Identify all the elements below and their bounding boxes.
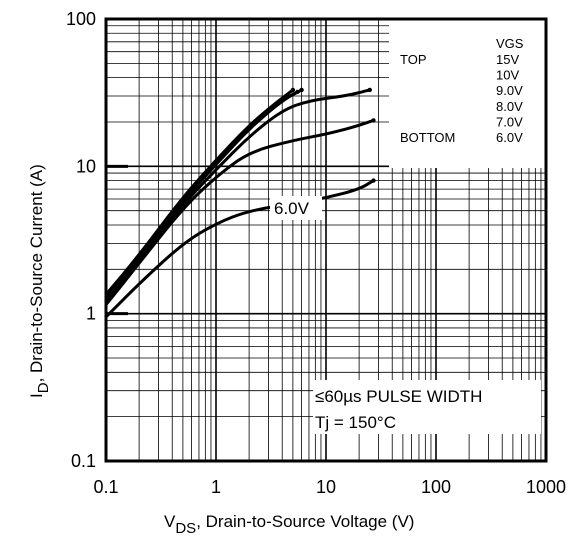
series-end-marker — [371, 178, 376, 183]
y-axis-title: ID, Drain-to-Source Current (A) — [27, 164, 52, 398]
annotation-pulse-width: ≤60µs PULSE WIDTH — [315, 387, 482, 406]
legend-box — [389, 19, 546, 168]
legend-header: VGS — [496, 36, 524, 51]
x-axis-title-sub: DS — [175, 520, 196, 537]
x-tick-label: 100 — [421, 477, 451, 497]
x-axis-title-rest: , Drain-to-Source Voltage (V) — [196, 512, 414, 531]
y-tick-label: 10 — [76, 156, 96, 176]
series-line-3 — [104, 88, 304, 301]
series-end-marker — [299, 87, 304, 93]
tick-labels: 0.1 1 10 100 1000 0.1 1 10 100 — [66, 9, 566, 497]
plot-frame — [104, 17, 548, 463]
curve-label-6v: 6.0V — [274, 199, 310, 218]
x-tick-label: 1000 — [526, 477, 566, 497]
series-line-5 — [104, 118, 375, 307]
x-tick-label: 1 — [211, 477, 221, 497]
legend-entry: 10V — [496, 68, 519, 83]
x-axis-title-main: V — [164, 512, 176, 531]
y-tick-label: 100 — [66, 9, 96, 29]
series-line-4 — [104, 88, 372, 304]
series-end-marker — [371, 118, 376, 123]
y-axis-title-sub: D — [35, 382, 52, 393]
series-end-marker — [290, 87, 296, 93]
y-axis-title-main: I — [27, 393, 46, 398]
legend-tag: BOTTOM — [400, 130, 455, 145]
legend-entry: 7.0V — [496, 114, 523, 129]
annotation-bg — [313, 380, 541, 434]
series-end-marker — [367, 87, 372, 93]
series-group — [104, 87, 376, 319]
x-tick-label: 10 — [316, 477, 336, 497]
curve-label-bg — [270, 196, 322, 220]
x-tick-label: 0.1 — [93, 477, 118, 497]
legend-tag: TOP — [400, 52, 427, 67]
legend-entry: 15V — [496, 52, 519, 67]
y-axis-title-rest: , Drain-to-Source Current (A) — [27, 164, 46, 382]
legend-entry: 8.0V — [496, 99, 523, 114]
series-line-6 — [104, 179, 375, 319]
y-tick-label: 1 — [86, 304, 96, 324]
legend-entry: 9.0V — [496, 83, 523, 98]
annotation-temperature: Tj = 150°C — [315, 413, 396, 432]
x-axis-title: VDS, Drain-to-Source Voltage (V) — [164, 512, 414, 537]
y-tick-label: 0.1 — [71, 451, 96, 471]
legend-entry: 6.0V — [496, 130, 523, 145]
